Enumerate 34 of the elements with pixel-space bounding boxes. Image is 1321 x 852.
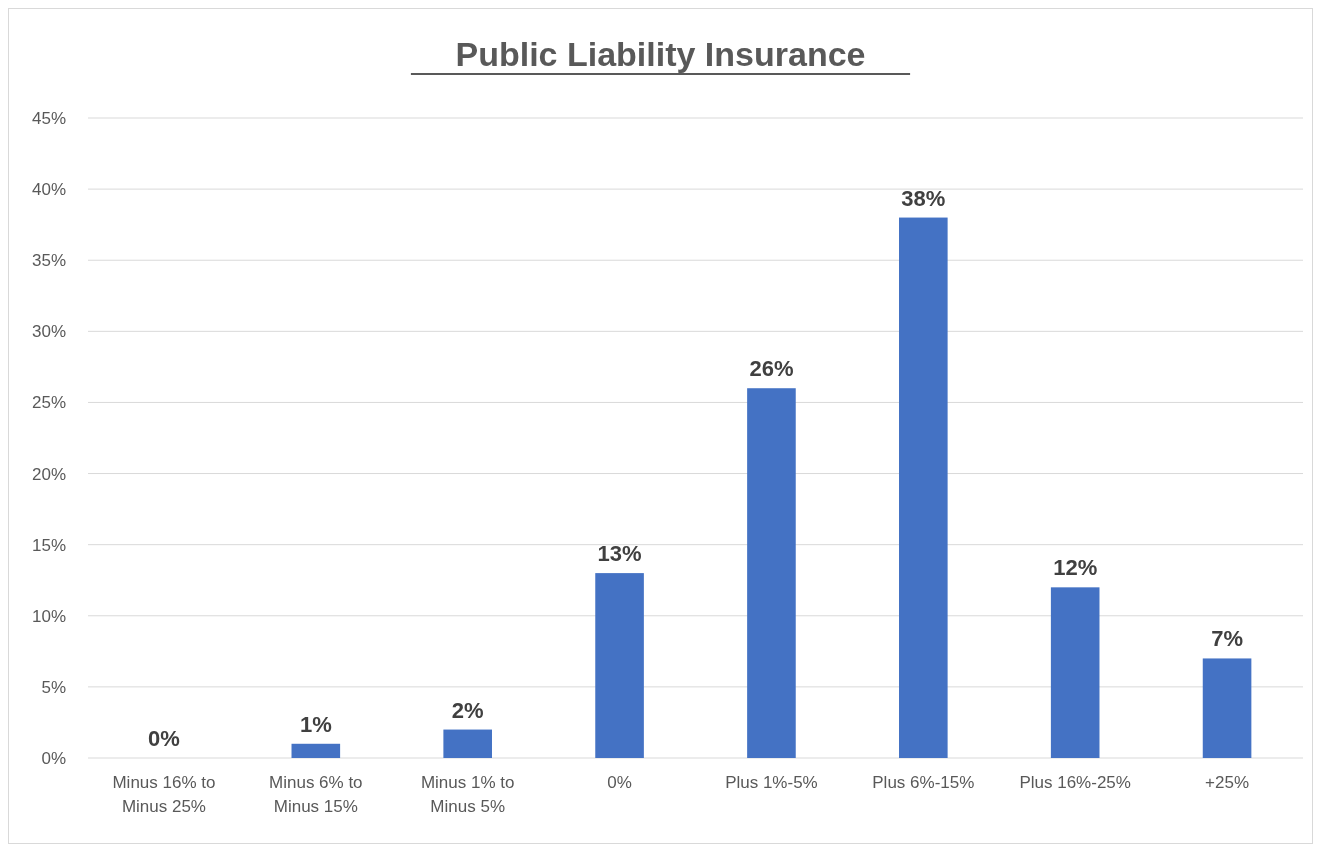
- x-tick-label: +25%: [1205, 773, 1250, 792]
- bar: [1202, 658, 1252, 758]
- bar: [443, 729, 492, 758]
- y-tick-label: 15%: [31, 535, 66, 555]
- y-tick-label: 0%: [41, 749, 66, 768]
- y-tick-label: 35%: [31, 251, 66, 271]
- data-label: 1%: [299, 711, 332, 737]
- y-tick-label: 30%: [31, 322, 66, 342]
- data-label: 13%: [597, 541, 642, 567]
- data-label: 26%: [749, 356, 794, 382]
- x-tick-label: Minus 6% to Minus 15%: [269, 773, 363, 816]
- data-label: 2%: [451, 697, 484, 723]
- y-tick-label: 5%: [41, 677, 66, 697]
- x-tick-label: Minus 16% to Minus 25%: [112, 773, 216, 816]
- y-tick-label: 20%: [31, 464, 66, 484]
- y-tick-label: 45%: [31, 109, 66, 128]
- x-tick-label: Plus 6%-15%: [872, 773, 975, 792]
- data-label: 12%: [1053, 555, 1098, 581]
- bar: [899, 217, 948, 758]
- y-tick-label: 25%: [31, 393, 66, 413]
- data-label: 7%: [1211, 626, 1243, 652]
- bar: [1050, 587, 1100, 758]
- x-tick-label: 0%: [607, 773, 632, 792]
- x-tick-label: Minus 1% to Minus 5%: [420, 773, 515, 816]
- data-label: 0%: [148, 726, 180, 751]
- y-tick-label: 40%: [31, 180, 66, 200]
- bar: [595, 573, 644, 758]
- y-tick-label: 10%: [31, 606, 66, 626]
- bar: [747, 388, 796, 758]
- data-label: 38%: [901, 185, 946, 211]
- x-tick-label: Plus 16%-25%: [1019, 773, 1131, 792]
- x-tick-label: Plus 1%-5%: [725, 773, 818, 792]
- chart-title: Public Liability Insurance: [455, 35, 866, 73]
- bar: [291, 743, 341, 758]
